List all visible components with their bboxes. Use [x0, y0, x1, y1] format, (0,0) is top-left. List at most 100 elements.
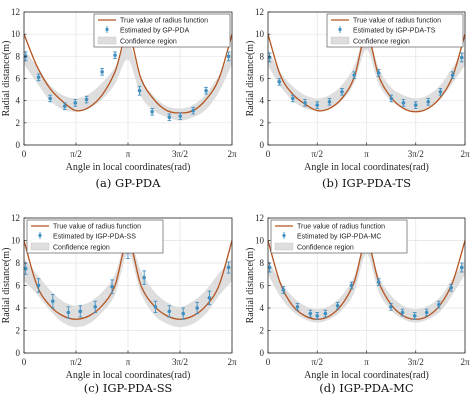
legend-entry-label: Estimated by IGP-PDA-MC [297, 234, 381, 241]
estimate-point [50, 294, 55, 309]
y-tick-label: 2 [16, 326, 21, 336]
estimate-marker [389, 305, 393, 309]
estimate-marker [335, 303, 340, 308]
estimate-marker [93, 305, 98, 309]
x-tick-label: π [126, 149, 131, 159]
x-tick-label: 0 [22, 149, 27, 159]
legend-estimate-marker [105, 27, 109, 32]
estimate-point [167, 113, 172, 122]
x-tick-label: 0 [266, 357, 271, 367]
estimate-point [62, 102, 67, 110]
estimate-marker [349, 283, 354, 288]
x-axis-label: Angle in local coordinates(rad) [304, 162, 429, 173]
x-tick-label: 3π/2 [172, 357, 188, 367]
estimate-marker [459, 55, 464, 60]
estimate-marker [204, 88, 208, 93]
estimate-point [426, 97, 431, 106]
y-axis-label: Radial distance(m) [245, 41, 256, 117]
estimate-marker [62, 104, 67, 109]
estimate-marker [150, 109, 154, 114]
subplot-igp-pda-ts: 0 2 4 6 8 10 12 0 π/2 π 3π/2 2π Angle in local coord… [245, 7, 470, 190]
estimate-marker [195, 306, 199, 310]
legend-estimate-marker [338, 27, 342, 32]
y-tick-label: 12 [11, 7, 20, 17]
y-tick-label: 4 [260, 96, 265, 106]
x-tick-label: 3π/2 [408, 149, 424, 159]
y-tick-label: 2 [16, 118, 21, 128]
estimate-point [335, 301, 340, 310]
legend: True value of radius function Estimated b… [270, 219, 408, 254]
estimate-point [376, 278, 381, 286]
estimate-point [389, 94, 394, 103]
estimate-point [449, 283, 453, 292]
legend-entry-label: True value of radius function [297, 224, 385, 231]
subplot-gp-pda: 0 2 4 6 8 10 12 0 π/2 π 3π/2 2π Angle in local coord… [1, 7, 237, 190]
y-tick-label: 0 [16, 140, 21, 150]
estimate-point [450, 71, 455, 79]
estimate-marker [424, 310, 429, 315]
estimate-point [73, 99, 78, 107]
legend-box [26, 219, 164, 254]
estimate-marker [137, 88, 142, 93]
x-tick-label: 0 [22, 357, 27, 367]
estimate-marker [327, 99, 332, 104]
y-tick-label: 8 [260, 258, 265, 268]
estimate-point [66, 306, 71, 319]
estimate-marker [167, 309, 172, 314]
x-tick-label: π/2 [311, 149, 323, 159]
estimate-marker [426, 99, 431, 104]
estimate-marker [290, 96, 295, 101]
estimate-point [226, 261, 231, 274]
estimate-point [438, 88, 443, 96]
estimate-marker [413, 103, 418, 107]
x-tick-label: π/2 [70, 149, 82, 159]
estimate-marker [412, 314, 417, 318]
y-axis-label: Radial distance(m) [1, 41, 12, 117]
y-axis-label: Radial distance(m) [1, 248, 12, 324]
estimate-point [315, 312, 320, 320]
estimate-marker [178, 114, 183, 119]
legend-box [270, 219, 408, 254]
estimate-marker [376, 280, 381, 284]
estimate-marker [295, 305, 300, 309]
legend: True value of radius function Estimated b… [326, 13, 464, 48]
y-tick-label: 2 [260, 326, 265, 336]
estimate-marker [323, 311, 328, 316]
legend: True value of radius function Estimated b… [26, 219, 164, 254]
legend-entry-label: Estimated by GP-PDA [120, 28, 190, 35]
estimate-marker [303, 101, 307, 105]
estimate-marker [340, 89, 344, 94]
legend-entry-label: Confidence region [53, 245, 110, 252]
x-tick-label: π [126, 357, 131, 367]
legend-estimate-marker [38, 233, 42, 238]
estimate-point [459, 52, 464, 63]
estimate-marker [100, 70, 104, 74]
y-tick-label: 0 [16, 348, 21, 358]
estimate-marker [401, 101, 406, 105]
estimate-point [167, 305, 172, 318]
y-tick-label: 12 [11, 213, 20, 223]
x-tick-label: π [364, 357, 369, 367]
estimate-marker [73, 101, 78, 105]
estimate-marker [400, 310, 405, 315]
estimate-marker [36, 283, 41, 288]
legend-band-swatch [330, 36, 350, 45]
estimate-point [181, 307, 186, 320]
legend-entry-label: Estimated by IGP-PDA-SS [53, 234, 136, 241]
estimate-marker [277, 79, 282, 84]
legend-box [93, 13, 231, 48]
y-tick-label: 12 [255, 7, 264, 17]
estimate-point [36, 73, 41, 82]
subplot-caption: (a) GP-PDA [96, 176, 162, 190]
estimate-point [226, 51, 231, 62]
estimate-marker [84, 97, 89, 102]
legend-band-swatch [30, 242, 50, 251]
estimate-marker [449, 285, 453, 290]
estimate-point [413, 101, 418, 109]
estimate-marker [23, 266, 28, 271]
x-tick-label: 2π [460, 149, 470, 159]
estimate-point [349, 281, 354, 290]
y-tick-label: 4 [16, 96, 21, 106]
estimate-marker [36, 75, 41, 80]
